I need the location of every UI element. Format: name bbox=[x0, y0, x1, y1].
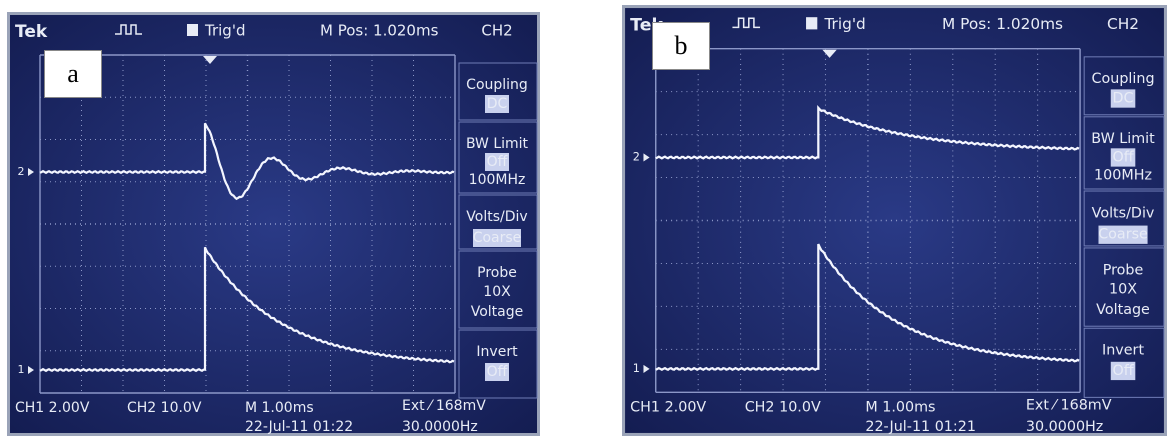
menu-title: Volts/Div bbox=[1092, 205, 1155, 221]
menu-value: Off bbox=[487, 364, 508, 380]
ch1-trace bbox=[39, 246, 455, 373]
menu-title: Probe bbox=[477, 265, 517, 281]
panel-label: a bbox=[44, 50, 102, 98]
menu-title: Coupling bbox=[1092, 71, 1155, 87]
footer-ch1: CH1 2.00V bbox=[15, 400, 90, 416]
menu-box bbox=[458, 194, 538, 250]
acquire-icon bbox=[732, 17, 761, 29]
trigger-status: Trig'd bbox=[823, 15, 865, 33]
menu-value-box bbox=[473, 229, 521, 247]
menu-value-box bbox=[485, 363, 509, 381]
menu-value-box bbox=[485, 95, 509, 113]
menu-title: Probe bbox=[1103, 262, 1144, 278]
channel-marker: 2 bbox=[633, 150, 640, 163]
ch1-trace bbox=[655, 243, 1080, 372]
menu-value-box bbox=[1098, 225, 1148, 244]
menu-box bbox=[1083, 190, 1165, 247]
menu-value: 100MHz bbox=[469, 172, 526, 188]
channel-marker: 1 bbox=[18, 363, 25, 376]
menu-value-box bbox=[1110, 148, 1136, 167]
footer-frequency: 30.0000Hz bbox=[402, 419, 478, 435]
footer-time: M 1.00ms bbox=[245, 400, 314, 416]
trigger-icon bbox=[187, 24, 198, 36]
menu-box bbox=[1083, 116, 1165, 190]
menu-title: BW Limit bbox=[466, 136, 529, 152]
position: M Pos: 1.020ms bbox=[320, 22, 439, 40]
footer-trigger: Ext ⁄ 168mV bbox=[1026, 398, 1112, 414]
menu-value-box bbox=[1110, 89, 1136, 108]
channel: CH2 bbox=[481, 22, 512, 40]
footer-frequency: 30.0000Hz bbox=[1026, 419, 1103, 435]
channel: CH2 bbox=[1107, 15, 1139, 33]
menu-value: DC bbox=[1113, 91, 1134, 107]
marker-arrow bbox=[643, 153, 650, 162]
menu-title: Invert bbox=[476, 344, 518, 360]
footer-time: M 1.00ms bbox=[865, 400, 935, 416]
menu-box bbox=[458, 62, 538, 121]
menu-title: Invert bbox=[1102, 343, 1144, 359]
brand: Tek bbox=[15, 22, 48, 42]
menu-box bbox=[1083, 247, 1165, 327]
menu-value: DC bbox=[487, 96, 508, 112]
menu-value-box bbox=[1110, 361, 1136, 381]
ch2-trace bbox=[39, 122, 455, 201]
trigger-arrow bbox=[822, 49, 837, 58]
marker-arrow bbox=[28, 168, 34, 176]
menu-value: Coarse bbox=[473, 230, 522, 246]
menu-title: Coupling bbox=[466, 77, 528, 93]
trigger-icon bbox=[806, 17, 818, 30]
acquire-icon bbox=[115, 24, 142, 35]
menu-box bbox=[1083, 56, 1165, 116]
trigger-status: Trig'd bbox=[204, 22, 245, 40]
menu-title: Volts/Div bbox=[466, 209, 527, 225]
trigger-arrow bbox=[203, 56, 217, 64]
ch2-trace bbox=[655, 105, 1080, 160]
menu-value: 10X bbox=[483, 284, 511, 300]
menu-value: Off bbox=[1112, 150, 1134, 166]
menu-box bbox=[458, 329, 538, 399]
menu-value: Voltage bbox=[471, 304, 524, 320]
marker-arrow bbox=[28, 366, 34, 374]
footer-trigger: Ext ⁄ 168mV bbox=[402, 398, 486, 414]
position: M Pos: 1.020ms bbox=[942, 15, 1063, 33]
footer-ch2: CH2 10.0V bbox=[127, 400, 202, 416]
menu-value: Voltage bbox=[1096, 302, 1150, 318]
channel-marker: 2 bbox=[18, 165, 25, 178]
menu-box bbox=[458, 121, 538, 194]
channel-marker: 1 bbox=[633, 362, 640, 375]
footer-date: 22-Jul-11 01:21 bbox=[865, 419, 976, 435]
menu-box bbox=[1083, 327, 1165, 398]
menu-title: BW Limit bbox=[1091, 131, 1155, 147]
menu-value: Coarse bbox=[1098, 227, 1148, 243]
menu-value: Off bbox=[1112, 363, 1134, 379]
menu-box bbox=[458, 250, 538, 329]
marker-arrow bbox=[643, 364, 650, 373]
menu-value-box bbox=[485, 153, 509, 171]
footer-ch2: CH2 10.0V bbox=[745, 400, 821, 416]
footer-date: 22-Jul-11 01:22 bbox=[245, 419, 353, 435]
menu-value: Off bbox=[487, 154, 508, 170]
panel-label: b bbox=[652, 22, 710, 70]
menu-value: 10X bbox=[1109, 282, 1137, 298]
menu-value: 100MHz bbox=[1094, 168, 1152, 184]
footer-ch1: CH1 2.00V bbox=[630, 400, 706, 416]
